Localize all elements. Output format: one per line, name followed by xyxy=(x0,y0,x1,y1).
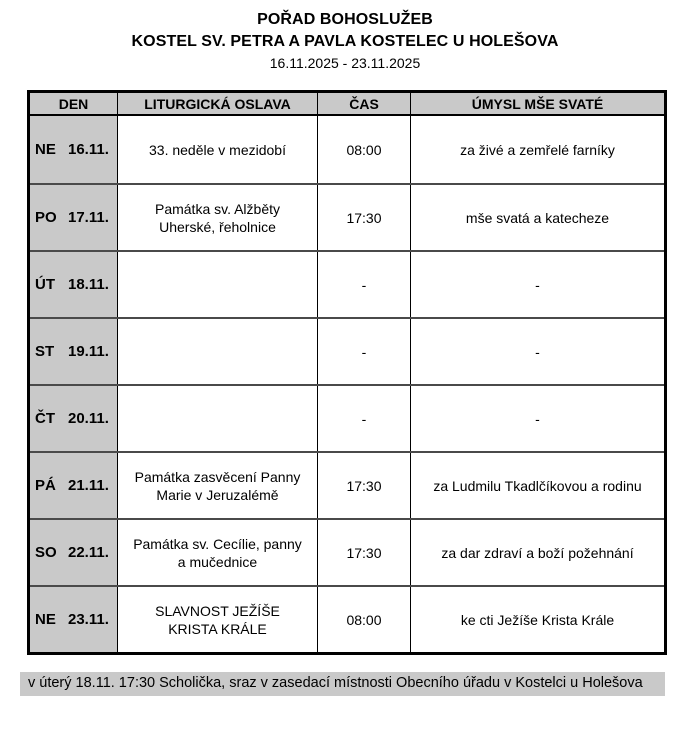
intention-cell: za živé a zemřelé farníky xyxy=(410,116,664,183)
day-abbreviation: NE xyxy=(35,611,56,628)
table-row: ST 19.11. - - xyxy=(30,317,664,384)
table-row: ÚT 18.11. - - xyxy=(30,250,664,317)
schedule-table: DEN LITURGICKÁ OSLAVA ČAS ÚMYSL MŠE SVAT… xyxy=(27,90,667,655)
intention-cell: za Ludmilu Tkadlčíkovou a rodinu xyxy=(410,453,664,518)
time-cell: 17:30 xyxy=(317,520,410,585)
intention-cell: ke cti Ježíše Krista Krále xyxy=(410,587,664,652)
time-cell: 17:30 xyxy=(317,453,410,518)
day-abbreviation: PO xyxy=(35,209,57,226)
day-date: 21.11. xyxy=(68,477,109,494)
table-row: PÁ 21.11. Památka zasvěcení Panny Marie … xyxy=(30,451,664,518)
intention-cell: za dar zdraví a boží požehnání xyxy=(410,520,664,585)
celebration-cell xyxy=(117,386,317,451)
day-cell: PÁ 21.11. xyxy=(30,453,117,518)
day-cell: PO 17.11. xyxy=(30,185,117,250)
date-range: 16.11.2025 - 23.11.2025 xyxy=(269,55,421,71)
table-header-row: DEN LITURGICKÁ OSLAVA ČAS ÚMYSL MŠE SVAT… xyxy=(30,93,664,116)
celebration-cell: 33. neděle v mezidobí xyxy=(117,116,317,183)
column-header-liturgicka-oslava: LITURGICKÁ OSLAVA xyxy=(117,93,317,114)
day-date: 22.11. xyxy=(68,544,109,561)
intention-cell: mše svatá a katecheze xyxy=(410,185,664,250)
table-row: SO 22.11. Památka sv. Cecílie, panny a m… xyxy=(30,518,664,585)
table-row: PO 17.11. Památka sv. Alžběty Uherské, ř… xyxy=(30,183,664,250)
day-abbreviation: NE xyxy=(35,141,56,158)
column-header-cas: ČAS xyxy=(317,93,410,114)
celebration-cell: SLAVNOST JEŽÍŠE KRISTA KRÁLE xyxy=(117,587,317,652)
time-cell: - xyxy=(317,386,410,451)
table-row: NE 23.11. SLAVNOST JEŽÍŠE KRISTA KRÁLE 0… xyxy=(30,585,664,652)
day-date: 18.11. xyxy=(68,276,109,293)
page-title: POŘAD BOHOSLUŽEB xyxy=(257,11,433,28)
church-name: KOSTEL SV. PETRA A PAVLA KOSTELEC U HOLE… xyxy=(131,33,559,50)
intention-cell: - xyxy=(410,319,664,384)
day-cell: NE 23.11. xyxy=(30,587,117,652)
column-header-den: DEN xyxy=(30,93,117,114)
day-date: 20.11. xyxy=(68,410,109,427)
intention-cell: - xyxy=(410,252,664,317)
day-abbreviation: SO xyxy=(35,544,57,561)
table-row: ČT 20.11. - - xyxy=(30,384,664,451)
title-block: POŘAD BOHOSLUŽEB KOSTEL SV. PETRA A PAVL… xyxy=(0,0,690,73)
day-abbreviation: ČT xyxy=(35,410,55,427)
celebration-cell xyxy=(117,252,317,317)
footer-note: v úterý 18.11. 17:30 Scholička, sraz v z… xyxy=(20,672,665,696)
celebration-cell xyxy=(117,319,317,384)
day-cell: ČT 20.11. xyxy=(30,386,117,451)
intention-cell: - xyxy=(410,386,664,451)
time-cell: 17:30 xyxy=(317,185,410,250)
day-date: 23.11. xyxy=(68,611,109,628)
time-cell: - xyxy=(317,252,410,317)
celebration-cell: Památka sv. Alžběty Uherské, řeholnice xyxy=(117,185,317,250)
table-row: NE 16.11. 33. neděle v mezidobí 08:00 za… xyxy=(30,116,664,183)
day-cell: ST 19.11. xyxy=(30,319,117,384)
day-abbreviation: PÁ xyxy=(35,477,56,494)
day-abbreviation: ÚT xyxy=(35,276,55,293)
celebration-cell: Památka sv. Cecílie, panny a mučednice xyxy=(117,520,317,585)
schedule-table-body: NE 16.11. 33. neděle v mezidobí 08:00 za… xyxy=(30,116,664,652)
time-cell: - xyxy=(317,319,410,384)
day-abbreviation: ST xyxy=(35,343,55,360)
day-cell: ÚT 18.11. xyxy=(30,252,117,317)
time-cell: 08:00 xyxy=(317,587,410,652)
day-date: 19.11. xyxy=(68,343,109,360)
day-date: 16.11. xyxy=(68,141,109,158)
time-cell: 08:00 xyxy=(317,116,410,183)
day-cell: SO 22.11. xyxy=(30,520,117,585)
celebration-cell: Památka zasvěcení Panny Marie v Jeruzalé… xyxy=(117,453,317,518)
day-cell: NE 16.11. xyxy=(30,116,117,183)
day-date: 17.11. xyxy=(68,209,109,226)
column-header-umysl-mse-svate: ÚMYSL MŠE SVATÉ xyxy=(410,93,664,114)
